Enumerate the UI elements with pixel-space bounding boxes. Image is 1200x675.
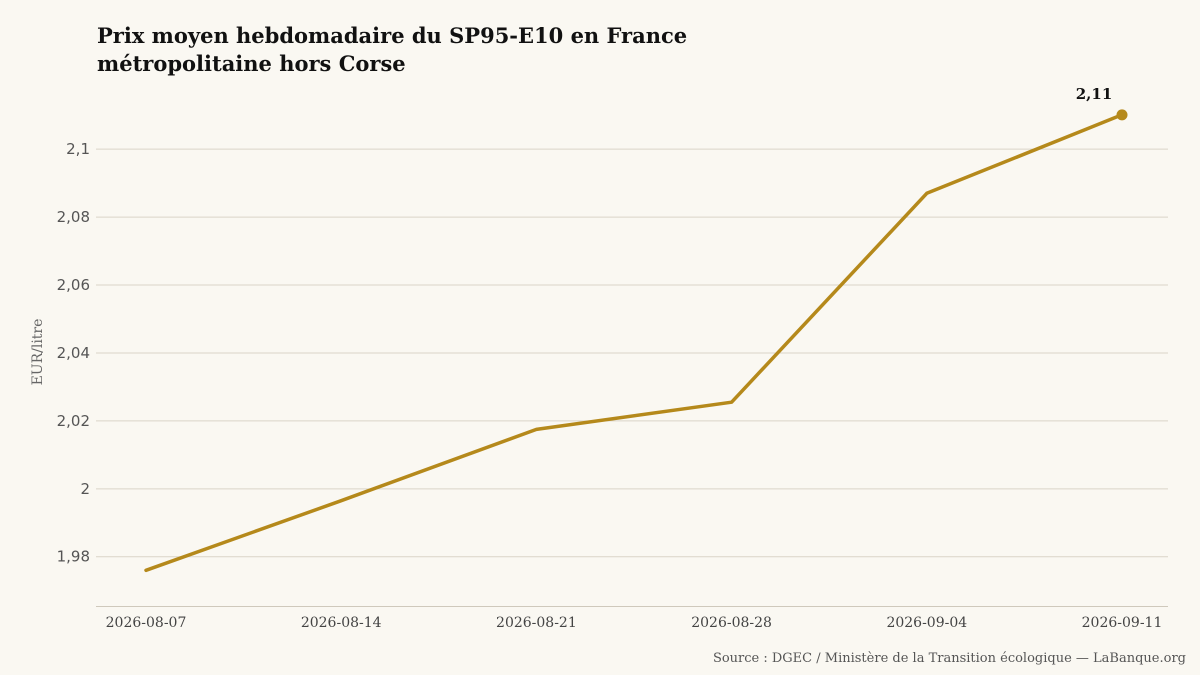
y-tick-label: 2,04 xyxy=(57,344,90,362)
source-note: Source : DGEC / Ministère de la Transiti… xyxy=(712,651,1186,666)
series-line xyxy=(144,113,1124,573)
x-tick-label: 2026-08-07 xyxy=(106,615,187,631)
x-tick-label: 2026-08-28 xyxy=(691,615,772,631)
y-tick-label: 2,06 xyxy=(57,276,90,294)
y-tick-label: 2 xyxy=(80,480,90,498)
y-axis-title: EUR/litre xyxy=(30,319,46,386)
x-tick-label: 2026-09-04 xyxy=(886,615,967,631)
chart-title: Prix moyen hebdomadaire du SP95-E10 en F… xyxy=(97,23,688,76)
x-tick-label: 2026-08-21 xyxy=(496,615,577,631)
y-tick-label: 2,1 xyxy=(66,140,90,158)
x-tick-label: 2026-09-11 xyxy=(1082,615,1163,631)
y-tick-label: 1,98 xyxy=(57,548,90,566)
y-tick-label: 2,02 xyxy=(57,412,90,430)
last-value-point xyxy=(1116,109,1128,121)
y-tick-label: 2,08 xyxy=(57,208,90,226)
last-value-label: 2,11 xyxy=(1076,85,1113,103)
x-tick-label: 2026-08-14 xyxy=(301,615,382,631)
